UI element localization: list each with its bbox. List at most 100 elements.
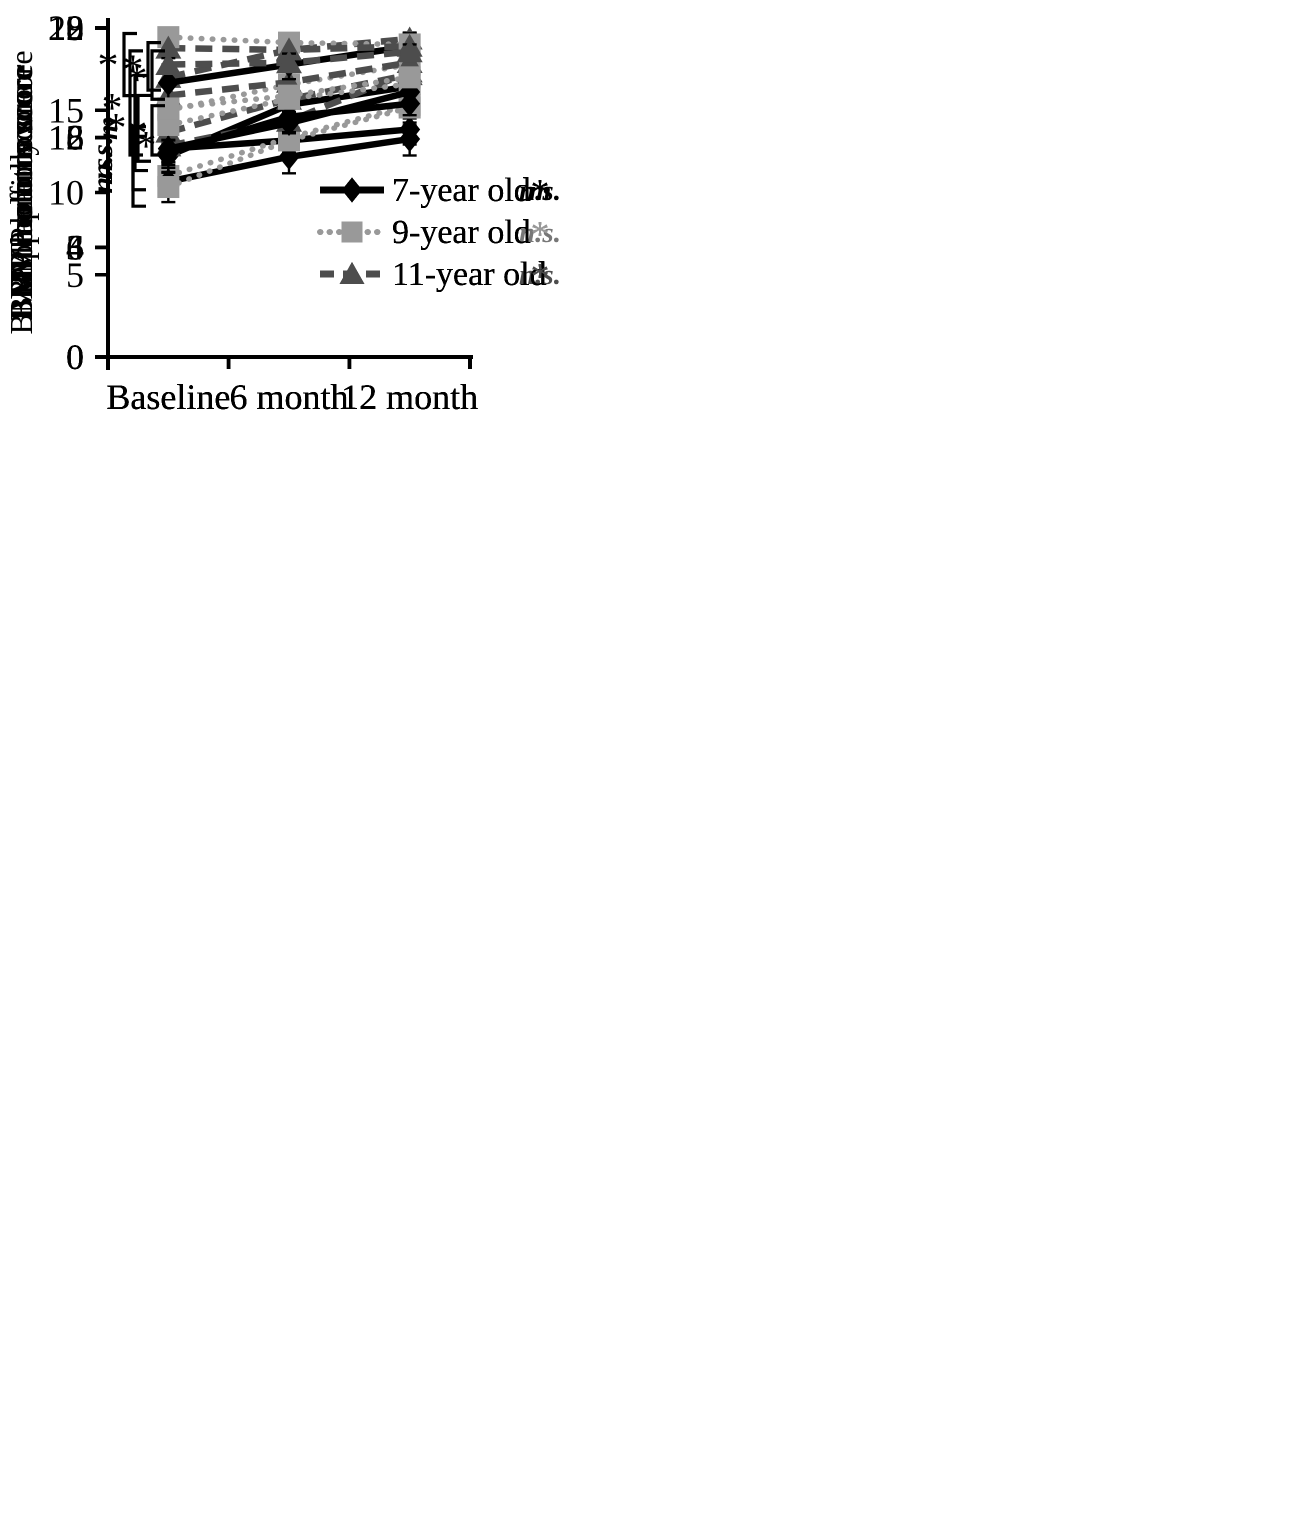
legend-sig: n.s. (519, 175, 561, 207)
y-tick-label: 15 (48, 90, 84, 130)
chart-bmp-memory-score: 0 6 12 18 Baseline 6 month 12 month BMP memory … (0, 0, 650, 470)
significance-bracket (128, 49, 143, 157)
legend-label: 7-year old (392, 172, 531, 209)
y-tick-label: 6 (66, 227, 84, 267)
diamond-marker-icon (157, 69, 179, 96)
triangle-marker-icon (155, 52, 182, 76)
legend-item-11-year-old: 11-year old* (320, 256, 550, 298)
y-tick-label: 18 (48, 8, 84, 48)
y-axis-title: BMP perform score (3, 66, 39, 319)
x-tick-label: Baseline (106, 377, 230, 417)
legend-label: 7-year old (392, 172, 531, 209)
significance-bracket (150, 104, 165, 157)
y-tick-label: 4 (66, 227, 84, 267)
y-tick-label: 0 (66, 337, 84, 377)
legend-item-11-year-old: 11-year old* (320, 256, 550, 298)
legend-sig: * (531, 214, 550, 256)
legend-label: 9-year old (392, 214, 531, 251)
legend-label: 7-year old (392, 172, 531, 209)
y-tick-label: 0 (66, 337, 84, 377)
legend-label: 7-year old (392, 172, 531, 209)
y-tick-label: 12 (48, 118, 84, 158)
y-tick-label: 0 (66, 337, 84, 377)
x-tick-label: Baseline (106, 377, 230, 417)
y-tick-label: 12 (48, 8, 84, 48)
square-marker-icon (398, 66, 421, 89)
x-tick-label: Baseline (106, 377, 230, 417)
legend-label: 9-year old (392, 214, 531, 251)
x-tick-label: 12 month (341, 377, 478, 417)
y-tick-label: 9 (66, 8, 84, 48)
significance-bracket (133, 73, 148, 173)
y-tick-label: 0 (66, 337, 84, 377)
legend-label: 11-year old (392, 256, 547, 293)
diamond-marker-icon (157, 135, 179, 162)
x-tick-label: 6 month (229, 377, 348, 417)
x-tick-label: 12 month (341, 377, 478, 417)
legend-sig: * (531, 256, 550, 298)
square-marker-icon (278, 84, 300, 107)
x-tick-label: 6 month (229, 377, 348, 417)
x-tick-label: 12 month (341, 377, 478, 417)
x-tick-label: Baseline (106, 377, 230, 417)
y-tick-label: 4 (66, 227, 84, 267)
y-tick-label: 12 (48, 8, 84, 48)
y-tick-label: 6 (66, 227, 84, 267)
legend-label: 11-year old (392, 256, 547, 293)
legend-sig: * (531, 172, 550, 214)
square-marker-icon (157, 176, 180, 199)
legend-label: 9-year old (392, 214, 531, 251)
square-marker-icon (157, 114, 180, 137)
legend-sig: * (531, 256, 550, 298)
series-line-11-year-old (167, 71, 411, 136)
series-line-9-year-old (165, 102, 413, 179)
x-tick-label: 6 month (229, 377, 348, 417)
x-tick-label: Baseline (106, 377, 230, 417)
y-tick-label: 8 (66, 118, 84, 158)
y-axis-title: BMP plan follow core (3, 50, 39, 334)
square-marker-icon (278, 129, 300, 152)
x-tick-label: 12 month (341, 377, 478, 417)
x-tick-label: 6 month (229, 377, 348, 417)
legend-sig: * (531, 256, 550, 298)
bracket-label: n.s. (86, 137, 119, 180)
legend-sig: * (531, 172, 550, 214)
square-marker-icon (157, 97, 180, 120)
legend-item-9-year-old: 9-year old * (317, 214, 550, 256)
x-tick-label: 12 month (341, 377, 478, 417)
legend-item-7-year-old: 7-year old * (320, 172, 550, 214)
x-tick-label: 6 month (229, 377, 348, 417)
y-tick-label: 10 (48, 173, 84, 213)
triangle-marker-icon (155, 35, 182, 59)
legend-sig: * (531, 214, 550, 256)
diamond-marker-icon (278, 110, 300, 137)
bracket-label: * (102, 86, 123, 132)
y-tick-label: 18 (48, 8, 84, 48)
legend-sig: n.s. (519, 217, 561, 249)
x-tick-label: 12 month (341, 377, 478, 417)
y-tick-label: 8 (66, 118, 84, 158)
legend-sig: m (529, 175, 552, 207)
legend-label: 7-year old (392, 172, 531, 209)
legend-label: 9-year old (392, 214, 531, 251)
bracket-label: n.s. (86, 150, 119, 193)
legend-label: 11-year old (392, 256, 547, 293)
significance-bracket (150, 49, 165, 101)
legend-sig: * (531, 172, 550, 214)
legend-label: 11-year old (392, 256, 547, 293)
legend-label: 11-year old (392, 256, 547, 293)
square-marker-icon (341, 221, 363, 243)
significance-bracket (146, 41, 161, 92)
legend-label: 7-year old (392, 172, 531, 209)
bracket-label: * (106, 106, 127, 152)
legend-label: 9-year old (392, 214, 531, 251)
legend-sig: * (531, 172, 550, 214)
x-tick-label: Baseline (106, 377, 230, 417)
legend-sig: n.s. (519, 259, 561, 291)
significance-bracket (136, 93, 151, 163)
diamond-marker-icon (342, 177, 362, 203)
y-tick-label: 5 (66, 255, 84, 295)
y-tick-label: 20 (48, 8, 84, 48)
